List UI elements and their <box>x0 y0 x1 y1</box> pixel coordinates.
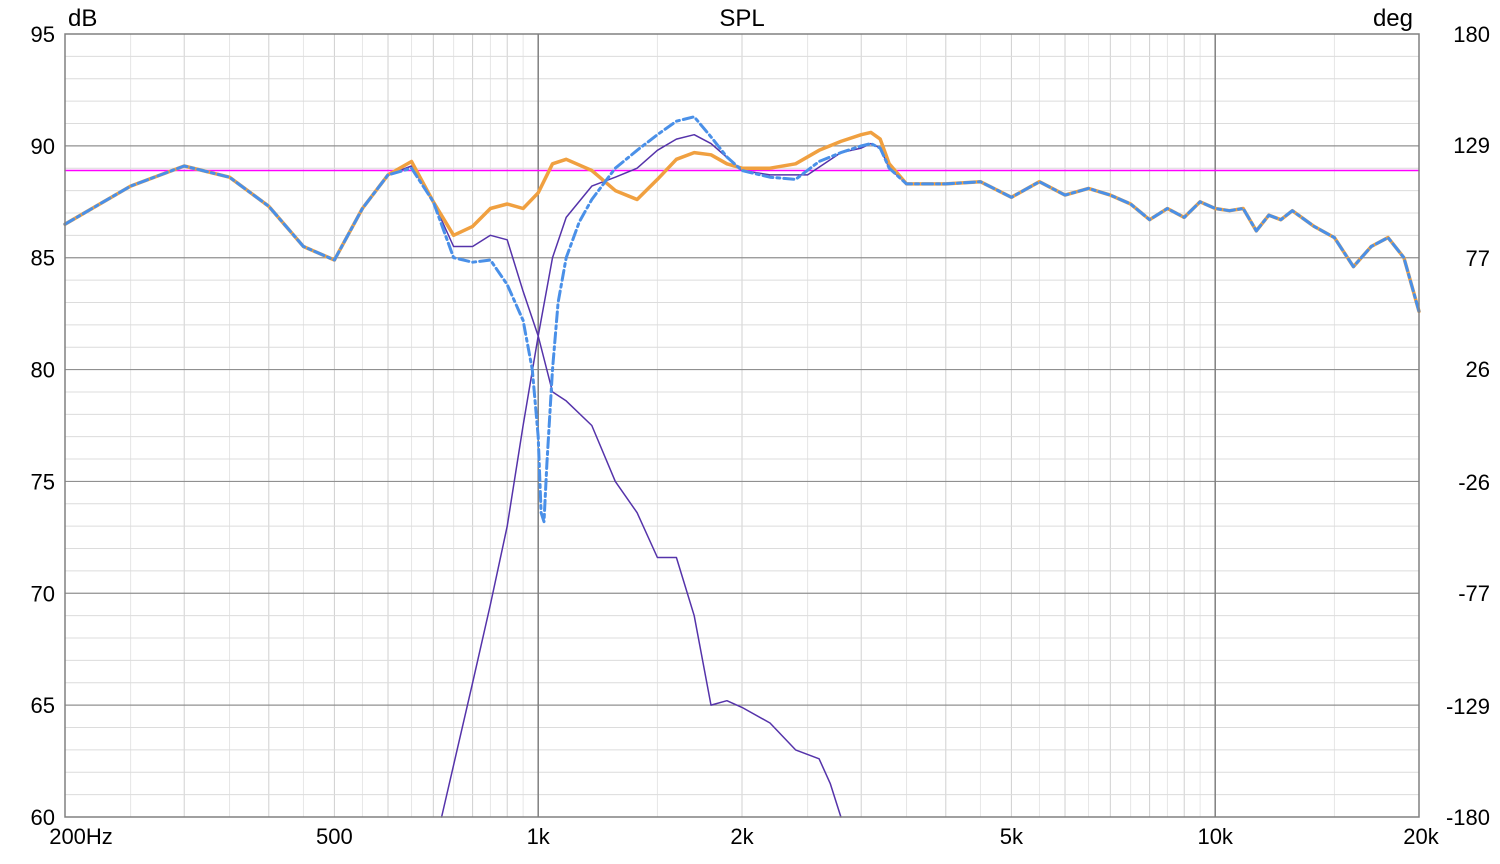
y-tick-label: 60 <box>31 805 55 830</box>
y-axis-label: dB <box>68 5 97 32</box>
x-tick-label: 500 <box>316 824 353 849</box>
tick-labels: 60 65 70 75 80 85 90 95 -180 -129 -77 -26 26 77 129 180… <box>31 22 1490 849</box>
y-tick-label: 70 <box>31 581 55 606</box>
grid <box>65 34 1419 817</box>
y2-tick-label: -77 <box>1458 581 1490 606</box>
x-tick-label: 200Hz <box>49 824 113 849</box>
x-tick-label: 10k <box>1197 824 1233 849</box>
x-tick-label: 2k <box>730 824 754 849</box>
y-tick-label: 75 <box>31 469 55 494</box>
y2-tick-label: -129 <box>1446 694 1490 719</box>
y2-tick-label: 26 <box>1466 357 1490 382</box>
y-tick-label: 65 <box>31 693 55 718</box>
x-tick-label: 20k <box>1403 824 1439 849</box>
y2-tick-label: 77 <box>1466 246 1490 271</box>
y2-tick-label: -26 <box>1458 470 1490 495</box>
y2-tick-label: -180 <box>1446 805 1490 830</box>
y2-tick-label: 180 <box>1453 22 1490 47</box>
y2-axis-label: deg <box>1373 5 1413 32</box>
series-group <box>63 115 1421 818</box>
plot-frame <box>64 33 1420 818</box>
y2-tick-label: 129 <box>1453 133 1490 158</box>
y-tick-label: 90 <box>31 134 55 159</box>
y-tick-label: 95 <box>31 22 55 47</box>
series-line-4 <box>63 115 1421 524</box>
x-tick-label: 5k <box>1000 824 1024 849</box>
x-tick-label: 1k <box>527 824 551 849</box>
chart-title: SPL <box>719 5 764 32</box>
y-tick-label: 85 <box>31 246 55 271</box>
y-tick-label: 80 <box>31 358 55 383</box>
